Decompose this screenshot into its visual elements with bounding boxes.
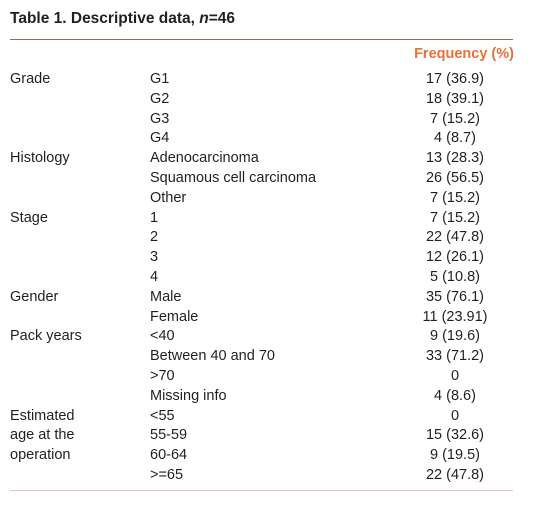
item-label: 4 [150, 269, 159, 285]
item-label: G2 [150, 90, 170, 107]
group-label: Grade [10, 71, 51, 87]
group-label: Pack years [10, 328, 82, 345]
item-label: G4 [150, 130, 170, 147]
group-label: Histology [10, 150, 70, 167]
title-italic: n [199, 10, 209, 27]
item-label: Other [150, 189, 187, 206]
item-label: 3 [150, 249, 159, 266]
title-text: Table 1. Descriptive data, [10, 10, 200, 27]
frequency: 11 (23.91) [422, 308, 488, 325]
frequency: 5 (10.8) [430, 269, 480, 285]
item-label: Squamous cell carcinoma [150, 170, 317, 186]
item-label: Missing info [150, 387, 227, 404]
item-label: Between 40 and 70 [150, 348, 275, 365]
frequency: 35 (76.1) [425, 288, 485, 305]
frequency: 0 [450, 368, 460, 384]
frequency: 0 [450, 407, 460, 424]
frequency: 26 (56.5) [425, 170, 485, 186]
frequency: 15 (32.6) [425, 427, 485, 444]
frequency: 4 (8.6) [434, 387, 476, 404]
title-text: =46 [208, 10, 235, 27]
group-label: Gender [10, 288, 59, 305]
frequency: 4 (8.7) [434, 130, 476, 147]
frequency: 9 (19.5) [430, 447, 480, 464]
frequency: 22 (47.8) [425, 229, 485, 246]
item-label: 55-59 [150, 427, 188, 444]
frequency: 7 (15.2) [430, 209, 480, 226]
item-label: 60-64 [150, 447, 188, 464]
frequency: 7 (15.2) [430, 110, 480, 127]
table-title: Table 1. Descriptive data, n=46 [10, 10, 235, 28]
item-label: Male [150, 288, 182, 305]
item-label: G3 [150, 110, 170, 127]
column-header: Frequency (%) [414, 46, 514, 62]
frequency: 22 (47.8) [425, 467, 485, 483]
item-label: Female [150, 308, 199, 325]
frequency: 7 (15.2) [430, 189, 480, 206]
top-rule [10, 39, 513, 40]
item-label: G1 [150, 71, 170, 87]
item-label: <40 [150, 328, 175, 345]
item-label: >=65 [150, 467, 184, 483]
frequency: 13 (28.3) [425, 150, 485, 167]
frequency: 17 (36.9) [425, 71, 485, 87]
frequency: 9 (19.6) [430, 328, 480, 345]
bottom-rule [10, 490, 513, 491]
item-label: >70 [150, 368, 175, 384]
item-label: <55 [150, 407, 175, 424]
item-label: 2 [150, 229, 159, 246]
item-label: Adenocarcinoma [150, 150, 259, 167]
frequency: 33 (71.2) [425, 348, 485, 365]
group-label: Stage [10, 209, 48, 226]
frequency: 12 (26.1) [425, 249, 485, 266]
group-label: Estimated age at the operation [10, 407, 75, 464]
frequency: 18 (39.1) [425, 90, 485, 107]
item-label: 1 [150, 209, 159, 226]
